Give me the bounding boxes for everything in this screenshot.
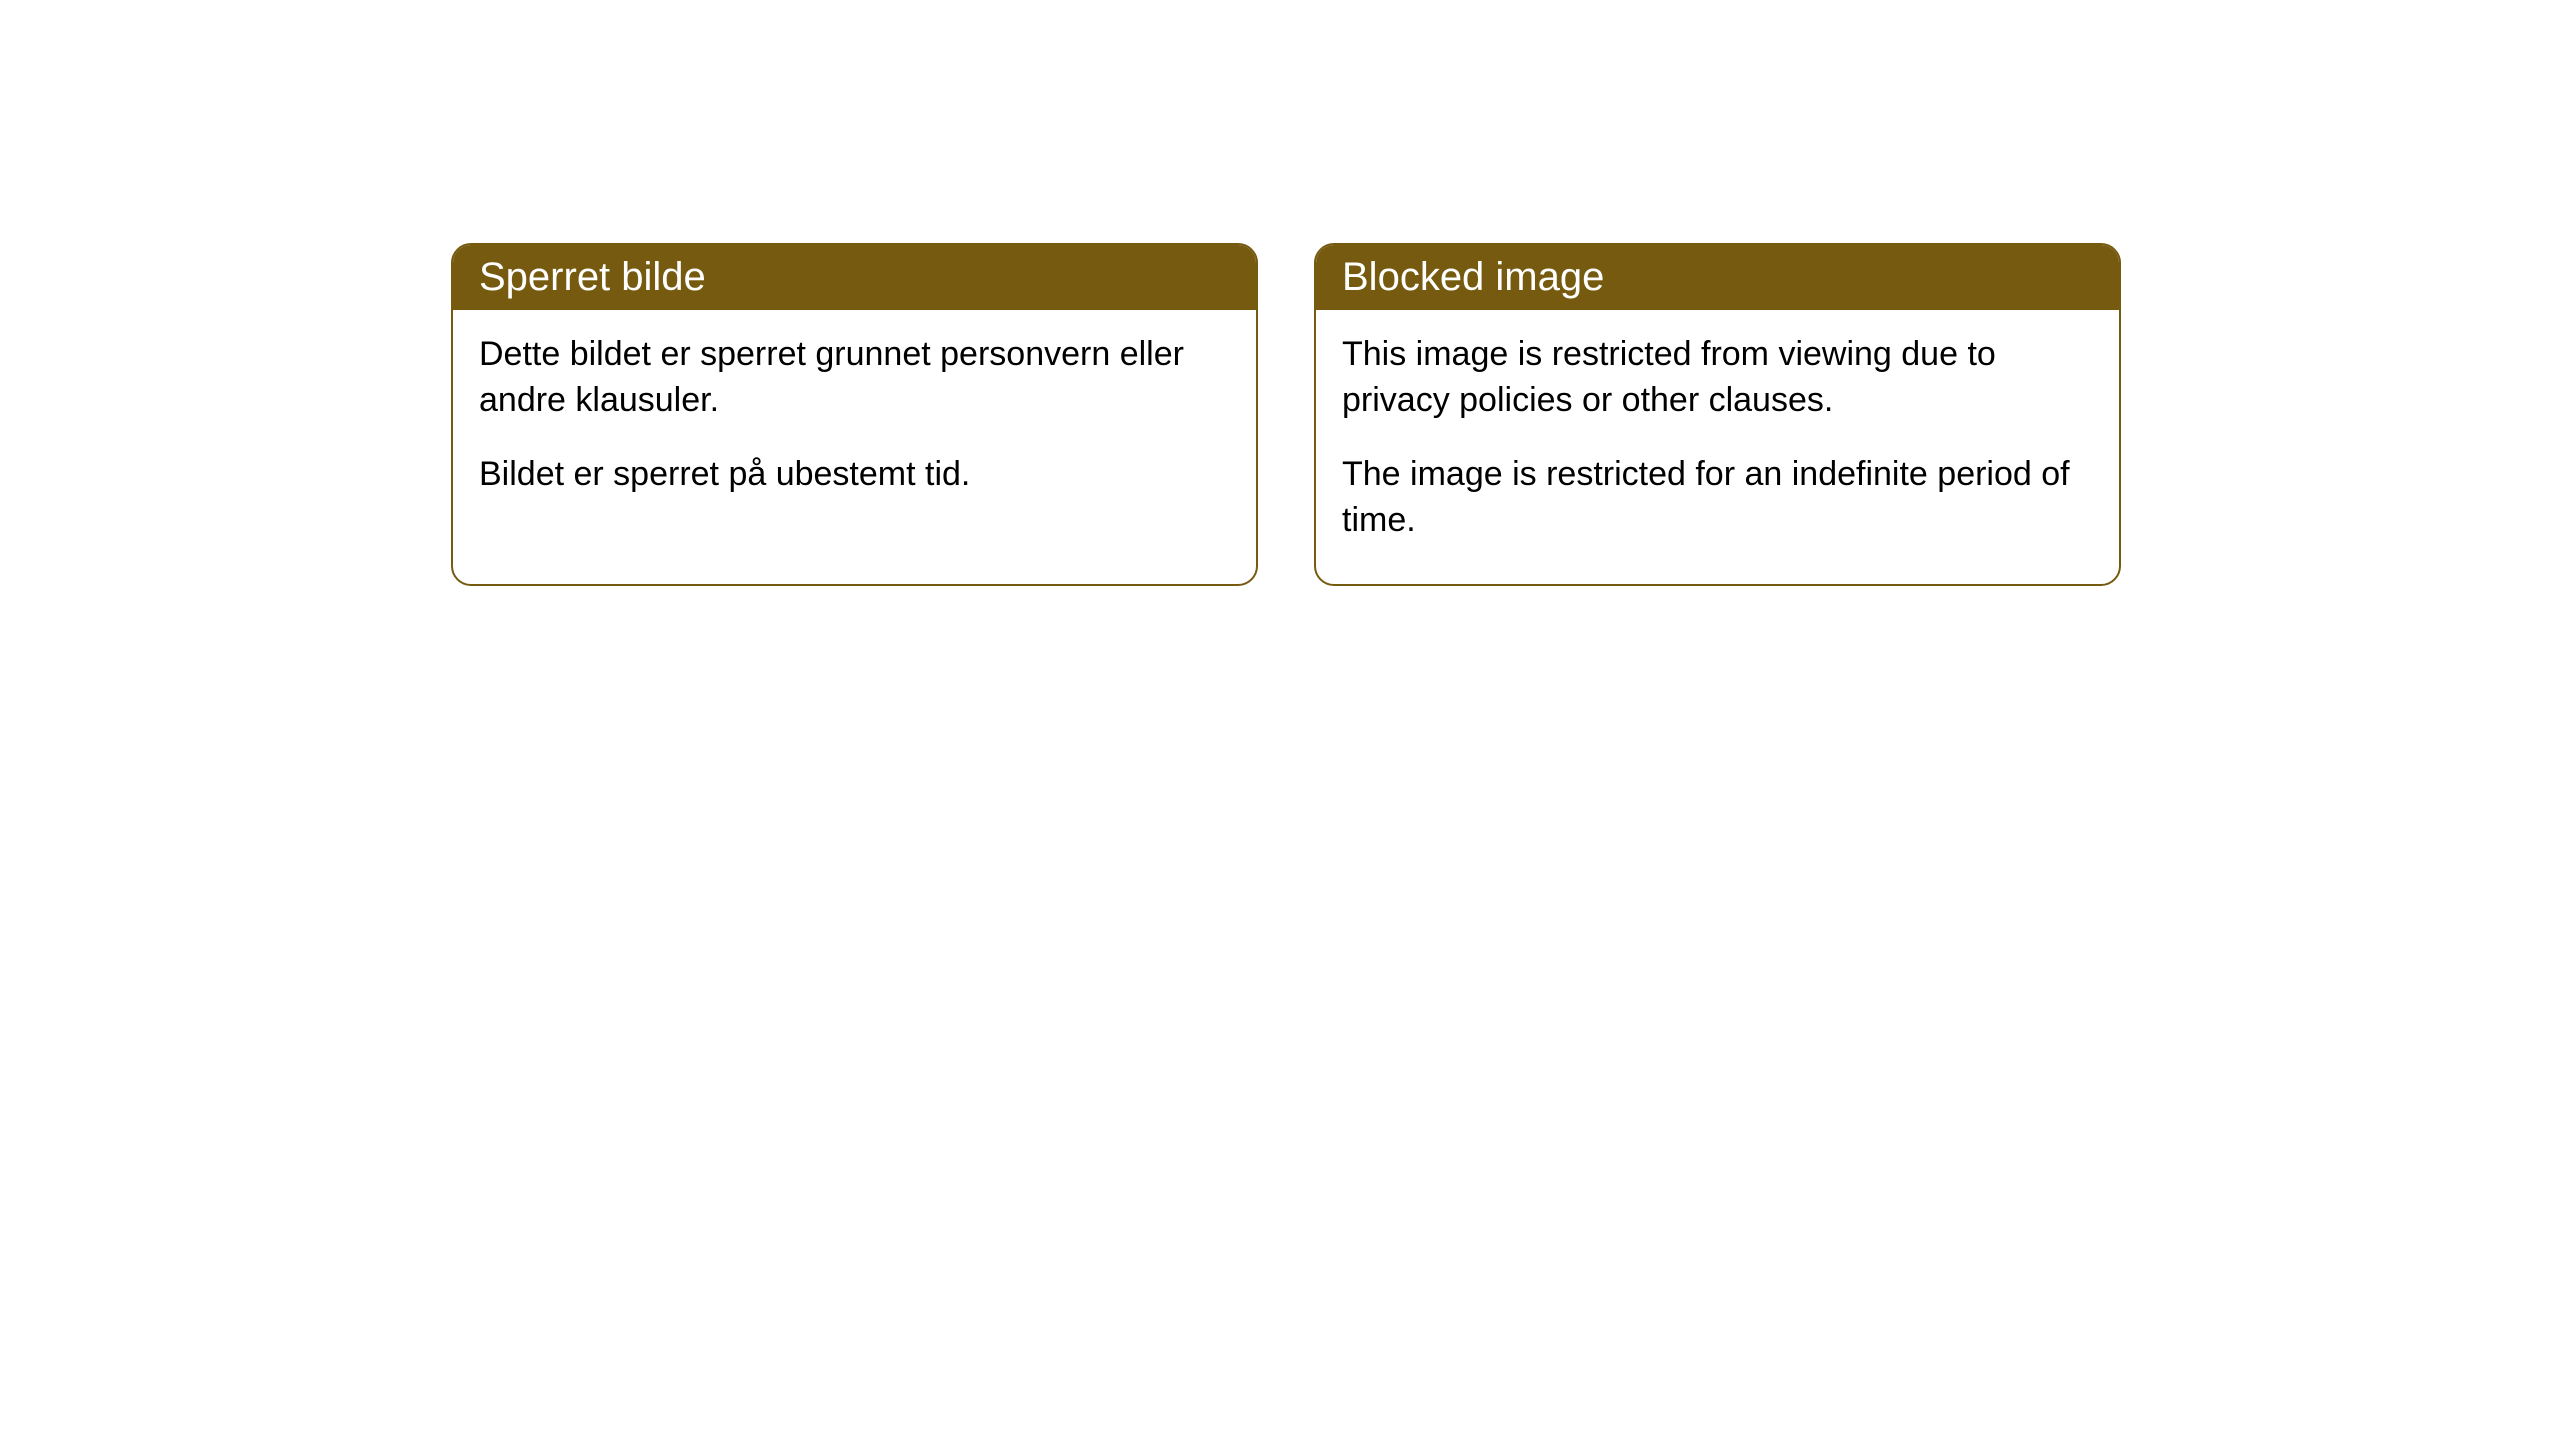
card-title-en: Blocked image [1342, 255, 1604, 299]
card-body-en: This image is restricted from viewing du… [1316, 310, 2119, 584]
blocked-image-card-no: Sperret bilde Dette bildet er sperret gr… [451, 243, 1258, 586]
card-body-no: Dette bildet er sperret grunnet personve… [453, 310, 1256, 538]
blocked-image-card-en: Blocked image This image is restricted f… [1314, 243, 2121, 586]
card-paragraph-en-2: The image is restricted for an indefinit… [1342, 452, 2093, 544]
card-title-no: Sperret bilde [479, 255, 706, 299]
card-header-no: Sperret bilde [453, 245, 1256, 310]
notice-cards-container: Sperret bilde Dette bildet er sperret gr… [451, 243, 2121, 586]
card-header-en: Blocked image [1316, 245, 2119, 310]
card-paragraph-no-2: Bildet er sperret på ubestemt tid. [479, 452, 1230, 498]
card-paragraph-no-1: Dette bildet er sperret grunnet personve… [479, 332, 1230, 424]
card-paragraph-en-1: This image is restricted from viewing du… [1342, 332, 2093, 424]
